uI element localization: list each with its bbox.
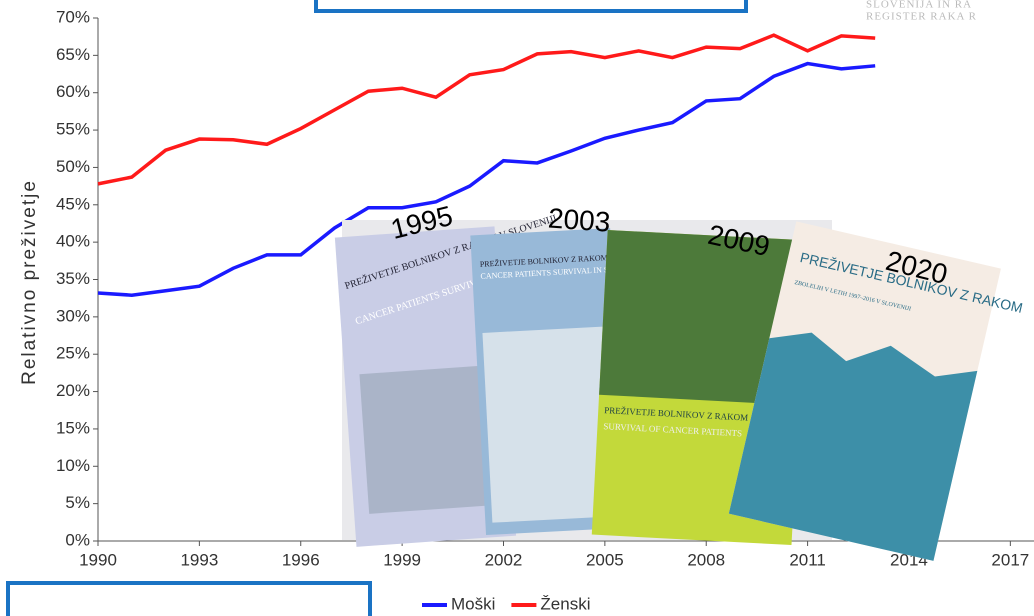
y-tick-label: 30% [56,306,90,325]
cover-image [359,365,489,514]
y-tick-label: 35% [56,269,90,288]
y-tick-label: 60% [56,82,90,101]
x-tick-label: 2017 [991,550,1029,569]
x-tick-label: 1999 [383,550,421,569]
y-tick-label: 0% [65,530,90,549]
legend-label: Moški [451,594,495,613]
y-tick-label: 10% [56,456,90,475]
book: PREŽIVETJE BOLNIKOV Z RAKOM V SLOVENIJI … [470,228,658,536]
y-tick-label: 15% [56,418,90,437]
book: PREŽIVETJE BOLNIKOV Z RAKOM ZBOLELIH V L… [728,221,1024,561]
y-tick-label: 20% [56,381,90,400]
y-tick-label: 65% [56,45,90,64]
legend-label: Ženski [540,594,590,613]
frame [314,0,748,13]
frame [6,581,372,616]
covers: PREŽIVETJE BOLNIKOV Z RAKOM V SLOVENIJI … [334,200,1024,561]
cover-image [482,326,618,523]
y-tick-label: 50% [56,157,90,176]
x-tick-label: 1993 [180,550,218,569]
x-tick-label: 2005 [586,550,624,569]
plot: 0% 5% 10% 15% 20% 25% 30% 35% 40% 45% 50% 55% 60% 65%… [56,7,1029,569]
series-line [97,61,876,297]
y-tick-label: 55% [56,120,90,139]
y-tick-label: 5% [65,493,90,512]
y-tick-label: 70% [56,7,90,26]
cover-image [728,332,978,561]
x-tick-label: 2002 [485,550,523,569]
watermark: SLOVENIJA IN RA [866,0,972,11]
series-line [97,33,876,186]
y-tick-label: 40% [56,232,90,251]
cover-image [599,229,808,406]
book-year: 2003 [547,202,611,237]
y-tick-label: 45% [56,194,90,213]
x-tick-label: 2011 [789,550,826,569]
x-tick-label: 1996 [282,550,320,569]
watermark: REGISTER RAKA R [866,11,977,23]
y-tick-label: 25% [56,344,90,363]
x-tick-label: 1990 [79,550,117,569]
y-axis-label: Relativno preživetje [19,179,40,385]
x-tick-label: 2008 [687,550,725,569]
